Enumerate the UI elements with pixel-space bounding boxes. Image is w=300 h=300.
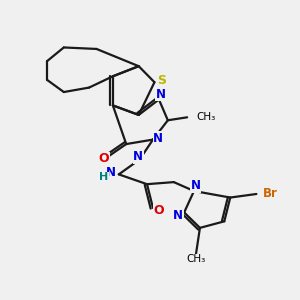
Text: N: N (133, 150, 143, 163)
Text: N: N (190, 179, 200, 192)
Text: Br: Br (263, 187, 278, 200)
Text: N: N (173, 209, 183, 222)
Text: S: S (158, 74, 166, 87)
Text: CH₃: CH₃ (197, 112, 216, 122)
Text: O: O (154, 204, 164, 218)
Text: N: N (155, 88, 165, 100)
Text: H: H (99, 172, 109, 182)
Text: CH₃: CH₃ (186, 254, 206, 264)
Text: N: N (153, 132, 163, 145)
Text: N: N (106, 167, 116, 179)
Text: O: O (98, 152, 109, 165)
